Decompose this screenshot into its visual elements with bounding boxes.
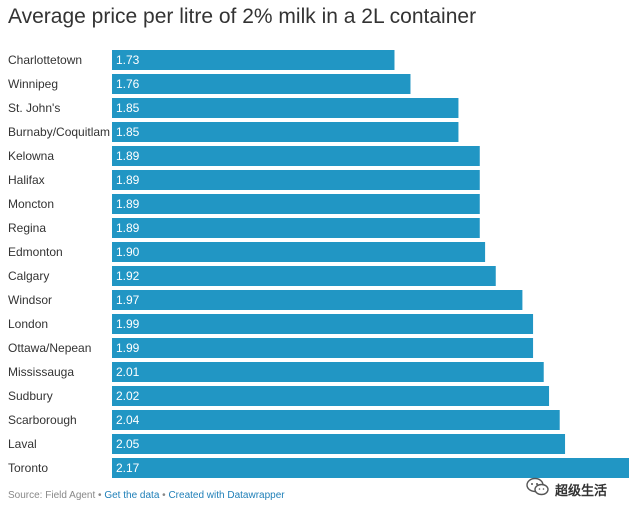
category-label: London xyxy=(8,317,48,331)
bar-value-label: 1.89 xyxy=(116,149,140,163)
category-label: Sudbury xyxy=(8,389,53,403)
category-label: Charlottetown xyxy=(8,53,82,67)
bar xyxy=(112,458,629,478)
category-label: Halifax xyxy=(8,173,45,187)
bar xyxy=(112,290,523,310)
bar xyxy=(112,410,560,430)
chart-title: Average price per litre of 2% milk in a … xyxy=(8,5,477,28)
watermark-text: 超级生活 xyxy=(555,482,608,498)
bar-value-label: 1.85 xyxy=(116,101,140,115)
separator: • xyxy=(95,490,105,501)
bar-value-label: 1.99 xyxy=(116,317,140,331)
bar-value-label: 1.89 xyxy=(116,197,140,211)
wechat-icon xyxy=(526,477,550,502)
bar-value-label: 1.73 xyxy=(116,53,140,67)
category-label: Burnaby/Coquitlam xyxy=(8,125,110,139)
category-label: Moncton xyxy=(8,197,54,211)
datawrapper-link[interactable]: Created with Datawrapper xyxy=(168,490,285,501)
bar-value-label: 1.99 xyxy=(116,341,140,355)
bar-value-label: 2.02 xyxy=(116,389,140,403)
bar xyxy=(112,218,480,238)
bar xyxy=(112,122,459,142)
bar-value-label: 2.01 xyxy=(116,365,140,379)
bar-value-label: 1.89 xyxy=(116,221,140,235)
bar xyxy=(112,314,534,334)
bar xyxy=(112,386,550,406)
category-label: Toronto xyxy=(8,461,48,475)
source-text: Source: Field Agent xyxy=(8,490,96,501)
category-label: Regina xyxy=(8,221,46,235)
chart-footer: Source: Field Agent • Get the data • Cre… xyxy=(8,489,285,503)
bar-value-label: 1.89 xyxy=(116,173,140,187)
bar xyxy=(112,50,395,70)
bar xyxy=(112,434,566,454)
bar xyxy=(112,242,486,262)
category-label: Kelowna xyxy=(8,149,54,163)
bar xyxy=(112,98,459,118)
bar-value-label: 2.05 xyxy=(116,437,140,451)
category-label: Calgary xyxy=(8,269,49,283)
bar xyxy=(112,146,480,166)
bar-value-label: 1.85 xyxy=(116,125,140,139)
category-label: St. John's xyxy=(8,101,60,115)
bar-value-label: 1.90 xyxy=(116,245,140,259)
bar-value-label: 2.17 xyxy=(116,461,140,475)
bar xyxy=(112,194,480,214)
category-label: Ottawa/Nepean xyxy=(8,341,91,355)
category-label: Edmonton xyxy=(8,245,63,259)
bar xyxy=(112,266,496,286)
bar xyxy=(112,74,411,94)
separator: • xyxy=(159,490,169,501)
bar-value-label: 1.92 xyxy=(116,269,140,283)
bar xyxy=(112,338,534,358)
bar xyxy=(112,170,480,190)
get-data-link[interactable]: Get the data xyxy=(104,490,160,501)
category-label: Windsor xyxy=(8,293,52,307)
category-label: Laval xyxy=(8,437,37,451)
watermark: 超级生活 xyxy=(526,476,607,502)
category-label: Scarborough xyxy=(8,413,77,427)
bar-value-label: 1.76 xyxy=(116,77,140,91)
bar-value-label: 2.04 xyxy=(116,413,140,427)
category-label: Winnipeg xyxy=(8,77,58,91)
bar xyxy=(112,362,544,382)
bar-value-label: 1.97 xyxy=(116,293,140,307)
category-label: Mississauga xyxy=(8,365,74,379)
